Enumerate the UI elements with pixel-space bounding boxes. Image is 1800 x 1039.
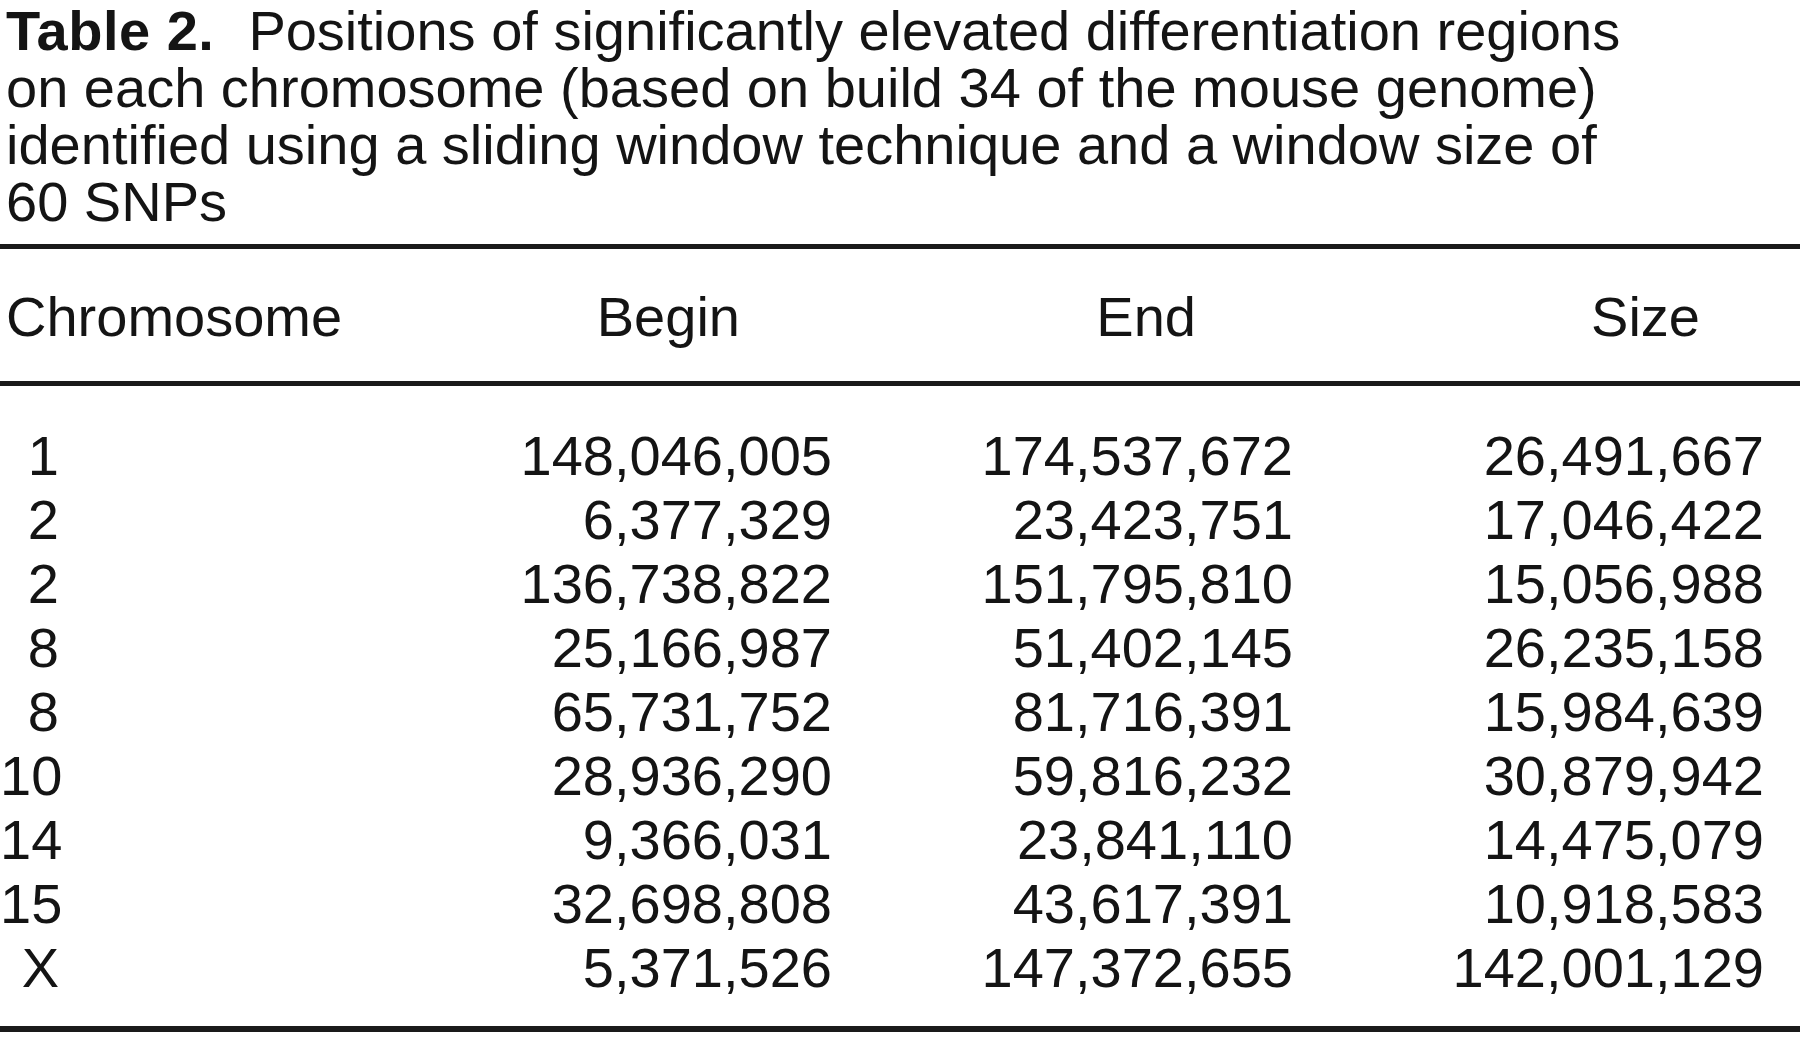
cell-end: 43,617,391 [845, 872, 1300, 936]
table-number-label: Table 2. [6, 0, 214, 62]
table-row: 1028,936,29059,816,23230,879,942 [0, 744, 1800, 808]
cell-size: 15,056,988 [1300, 552, 1800, 616]
caption-line: on each chromosome (based on build 34 of… [6, 59, 1800, 116]
cell-chromosome: 2 [0, 552, 500, 616]
cell-size: 142,001,129 [1300, 936, 1800, 1029]
cell-begin: 5,371,526 [500, 936, 845, 1029]
cell-end: 147,372,655 [845, 936, 1300, 1029]
table-row: 26,377,32923,423,75117,046,422 [0, 488, 1800, 552]
cell-begin: 148,046,005 [500, 384, 845, 489]
cell-chromosome: 14 [0, 808, 500, 872]
table-row: X5,371,526147,372,655142,001,129 [0, 936, 1800, 1029]
cell-end: 51,402,145 [845, 616, 1300, 680]
caption-line: Table 2. Positions of significantly eleva… [6, 2, 1800, 59]
table-row: 865,731,75281,716,39115,984,639 [0, 680, 1800, 744]
cell-begin: 6,377,329 [500, 488, 845, 552]
differentiation-regions-table: Chromosome Begin End Size 1148,046,00517… [0, 244, 1800, 1032]
cell-size: 14,475,079 [1300, 808, 1800, 872]
column-header-size: Size [1300, 247, 1800, 384]
column-header-begin: Begin [500, 247, 845, 384]
table-row: 1532,698,80843,617,39110,918,583 [0, 872, 1800, 936]
caption-text: Positions of significantly elevated diff… [248, 0, 1620, 62]
table-row: 825,166,98751,402,14526,235,158 [0, 616, 1800, 680]
cell-end: 59,816,232 [845, 744, 1300, 808]
cell-size: 26,235,158 [1300, 616, 1800, 680]
table-body: 1148,046,005174,537,67226,491,66726,377,… [0, 384, 1800, 1030]
cell-chromosome: 1 [0, 384, 500, 489]
table-row: 149,366,03123,841,11014,475,079 [0, 808, 1800, 872]
caption-line: 60 SNPs [6, 173, 1800, 230]
cell-end: 23,841,110 [845, 808, 1300, 872]
table-header: Chromosome Begin End Size [0, 247, 1800, 384]
table-row: 1148,046,005174,537,67226,491,667 [0, 384, 1800, 489]
cell-size: 10,918,583 [1300, 872, 1800, 936]
cell-begin: 25,166,987 [500, 616, 845, 680]
cell-size: 17,046,422 [1300, 488, 1800, 552]
cell-chromosome: 10 [0, 744, 500, 808]
cell-size: 15,984,639 [1300, 680, 1800, 744]
cell-end: 23,423,751 [845, 488, 1300, 552]
column-header-end: End [845, 247, 1300, 384]
caption-line: identified using a sliding window techni… [6, 116, 1800, 173]
cell-end: 174,537,672 [845, 384, 1300, 489]
cell-chromosome: 8 [0, 616, 500, 680]
table-header-row: Chromosome Begin End Size [0, 247, 1800, 384]
cell-chromosome: 8 [0, 680, 500, 744]
cell-size: 30,879,942 [1300, 744, 1800, 808]
cell-end: 81,716,391 [845, 680, 1300, 744]
table-caption: Table 2. Positions of significantly eleva… [0, 0, 1800, 230]
cell-begin: 32,698,808 [500, 872, 845, 936]
column-header-chromosome: Chromosome [0, 247, 500, 384]
paper-table-figure: Table 2. Positions of significantly eleva… [0, 0, 1800, 1039]
cell-chromosome: X [0, 936, 500, 1029]
cell-size: 26,491,667 [1300, 384, 1800, 489]
table-row: 2136,738,822151,795,81015,056,988 [0, 552, 1800, 616]
cell-begin: 28,936,290 [500, 744, 845, 808]
cell-begin: 9,366,031 [500, 808, 845, 872]
cell-chromosome: 2 [0, 488, 500, 552]
cell-chromosome: 15 [0, 872, 500, 936]
cell-begin: 65,731,752 [500, 680, 845, 744]
cell-begin: 136,738,822 [500, 552, 845, 616]
cell-end: 151,795,810 [845, 552, 1300, 616]
